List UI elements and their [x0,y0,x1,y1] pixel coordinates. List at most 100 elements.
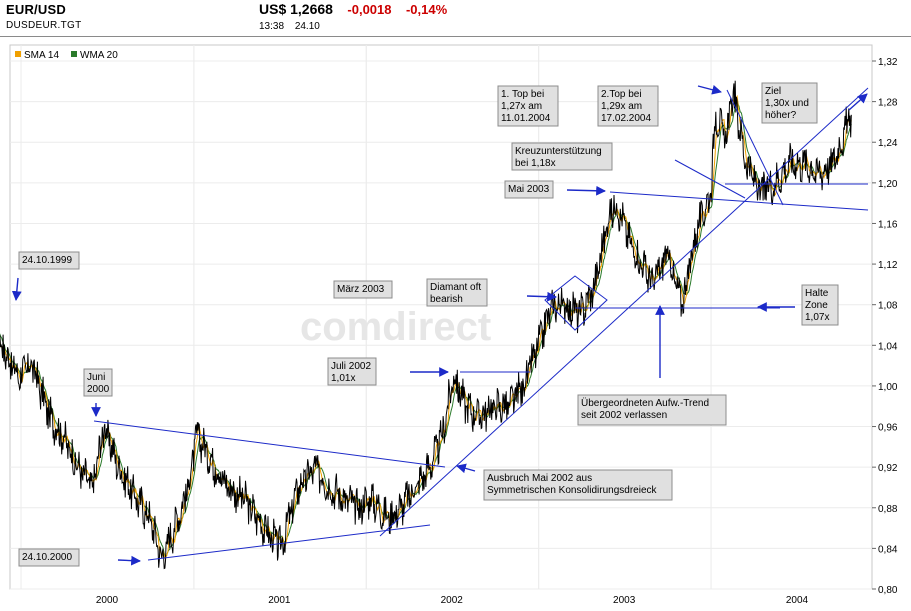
arrow-1999 [11,277,22,301]
annotation-mai2003: Mai 2003 [504,180,554,199]
annotation-text: Zone [805,300,828,311]
x-tick-label: 2002 [441,595,464,606]
instrument-info: EUR/USD DUSDEUR.TGT [6,2,82,31]
annotation-text: März 2003 [337,284,385,295]
upper-triangle-line [93,420,446,468]
y-tick-label: 0,88 [878,504,898,515]
annotation-text: 24.10.2000 [22,552,72,563]
y-tick-label: 0,84 [878,544,898,555]
header-divider [0,36,911,37]
cross-support-line [609,191,869,211]
annotation-box [801,284,839,326]
arrow-diamant [526,291,557,302]
legend-swatch-wma [71,51,77,57]
legend-label-sma: SMA 14 [24,50,59,61]
annotation-text: Juni [87,372,105,383]
annotation-text: 24.10.1999 [22,255,72,266]
annotation-box [511,142,613,171]
annotation-text: höher? [765,110,797,121]
x-tick-label: 2004 [786,595,809,606]
trendlines [93,87,869,561]
annotation-box [497,85,559,127]
arrow-top [697,85,722,95]
y-tick-label: 1,12 [878,260,898,271]
x-tick-label: 2003 [613,595,636,606]
annotation-box [761,82,818,124]
annotation-box [333,280,393,299]
annotation-text: 1,01x [331,373,355,384]
y-tick-label: 1,24 [878,138,898,149]
grid [10,45,872,590]
plot-frame [9,44,873,590]
y-tick-label: 1,04 [878,341,898,352]
annotation-box [18,548,80,567]
quote-change-pct: -0,14% [405,2,448,17]
y-tick-label: 1,28 [878,98,898,109]
annotation-maerz: März 2003 [333,280,393,299]
annotation-text: 1. Top bei [501,89,544,100]
y-tick-label: 0,96 [878,423,898,434]
annotation-text: Kreuzunterstützung [515,146,602,157]
annotation-text: Ziel [765,86,781,97]
annotation-box [426,278,488,307]
x-tick-label: 2000 [96,595,119,606]
arrow-ziel [848,93,868,111]
quote-date: 24.10 [294,21,320,32]
annotation-text: Juli 2002 [331,361,371,372]
arrow-mai2003 [566,185,606,196]
annotation-text: 11.01.2004 [501,113,551,124]
y-tick-label: 1,32 [878,57,898,68]
annotation-text: seit 2002 verlassen [581,410,667,421]
annotation-text: Übergeordneten Aufw.-Trend [581,397,709,409]
annotation-box [327,357,377,386]
watermark: comdirect [300,305,491,349]
y-tick-label: 1,20 [878,179,898,190]
annotation-text: 2.Top bei [601,89,642,100]
annotation-box [597,85,659,127]
annotation-text: Ausbruch Mai 2002 aus [487,473,592,484]
annotation-text: 1,29x am [601,101,642,112]
annotation-box [18,251,80,270]
annotation-text: Symmetrischen Konsolidirungsdreieck [487,485,658,496]
legend-swatch-sma [15,51,21,57]
kreuz-pointer-line [674,159,746,199]
instrument-symbol: DUSDEUR.TGT [6,20,82,31]
arrow-ausbruch [456,463,476,474]
annotation-text: Halte [805,288,829,299]
annotation-text: bearish [430,294,463,305]
legend: SMA 14 WMA 20 [15,50,118,61]
annotation-text: 2000 [87,384,110,395]
instrument-title: EUR/USD [6,2,66,17]
uptrend-line [379,87,869,537]
annotation-2000: 24.10.2000 [18,548,80,567]
arrows [11,85,868,566]
x-axis: 2000 2001 2002 2003 2004 [96,595,809,606]
y-axis: 0,80 0,84 0,88 0,92 0,96 1,00 1,04 1,08 1,12 1,16… [872,57,898,596]
y-tick-label: 1,16 [878,219,898,230]
lower-triangle-line [147,524,431,561]
annotation-text: bei 1,18x [515,158,556,169]
arrow-2000 [117,555,141,566]
annotation-text: 17.02.2004 [601,113,651,124]
quote-change-abs: -0,0018 [347,2,392,17]
annotation-1999: 24.10.1999 [18,251,80,270]
y-tick-label: 0,92 [878,463,898,474]
annotation-box [483,469,673,501]
annotation-text: 1,07x [805,312,829,323]
x-tick-label: 2001 [268,595,291,606]
y-tick-label: 1,08 [878,301,898,312]
price-line [0,80,852,570]
annotation-box [504,180,554,199]
